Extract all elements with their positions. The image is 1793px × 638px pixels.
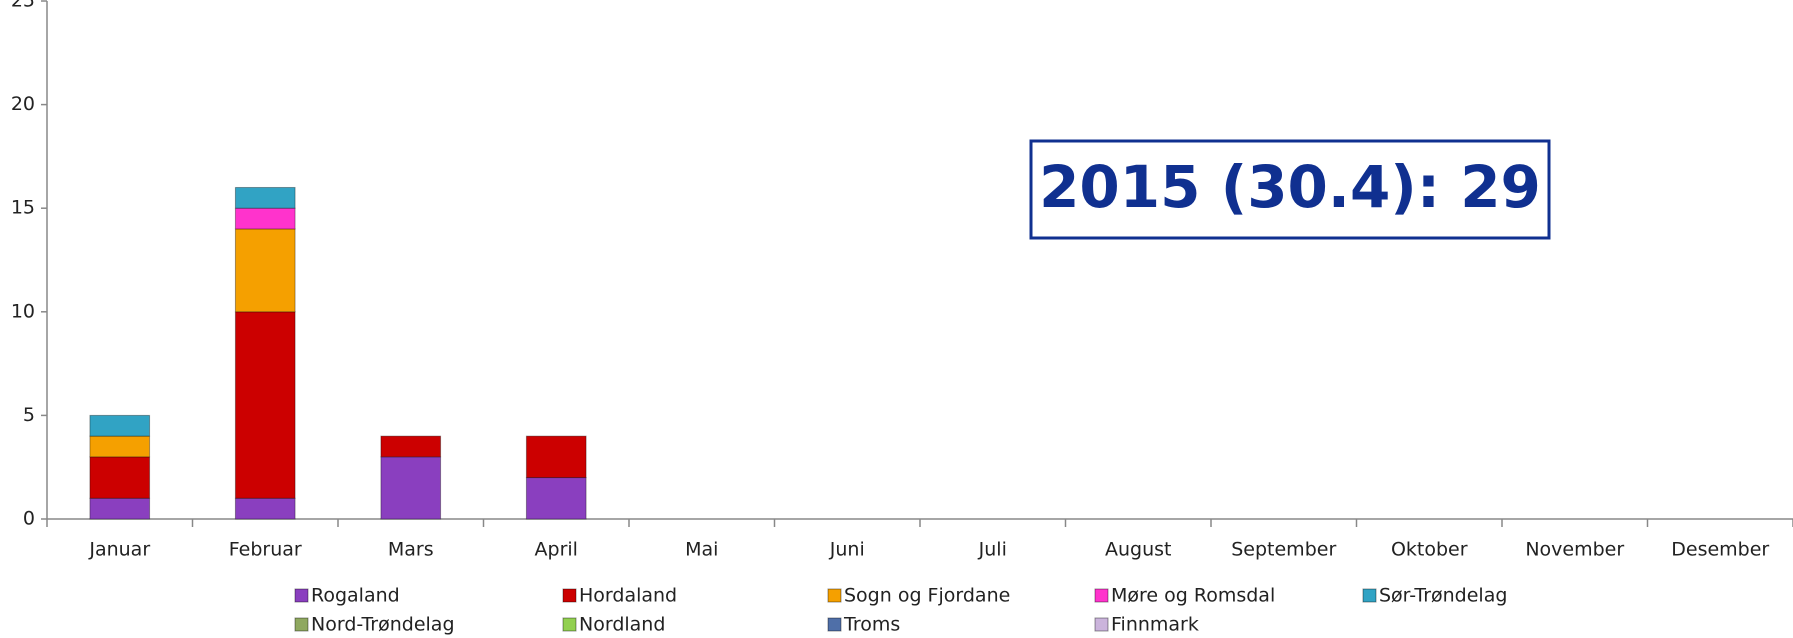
legend-swatch — [1094, 588, 1109, 603]
x-tick-label: August — [1105, 539, 1172, 561]
legend-label: Rogaland — [311, 585, 400, 607]
legend-label: Nordland — [579, 614, 665, 636]
legend-label: Sør-Trøndelag — [1379, 585, 1507, 607]
legend-swatch — [294, 588, 309, 603]
bar-segment — [525, 435, 587, 479]
legend-swatch — [562, 588, 577, 603]
bar-segment — [89, 456, 151, 499]
y-tick-label: 5 — [23, 404, 35, 426]
legend-label: Troms — [843, 614, 900, 636]
bar-segment — [380, 456, 442, 520]
y-tick-label: 25 — [11, 0, 35, 12]
annotation-box — [1029, 139, 1551, 240]
legend-label: Hordaland — [579, 585, 677, 607]
legend-swatch — [1362, 588, 1377, 603]
bar-segment — [89, 414, 151, 437]
bar-segment — [525, 477, 587, 520]
legend-label: Sogn og Fjordane — [844, 585, 1010, 607]
legend-label: Nord-Trøndelag — [311, 614, 455, 636]
x-tick-label: Juli — [978, 539, 1007, 561]
bar-segment — [234, 186, 296, 209]
x-tick-label: Juni — [829, 539, 865, 561]
x-tick-label: Mars — [388, 539, 434, 561]
x-tick-label: Januar — [88, 539, 150, 561]
bar-segment — [234, 207, 296, 230]
legend-swatch — [1094, 617, 1109, 632]
x-tick-label: November — [1525, 539, 1624, 561]
bar-segment — [234, 228, 296, 313]
x-tick-label: Februar — [229, 539, 302, 561]
x-tick-label: Desember — [1671, 539, 1769, 561]
annotation: 2015 (30.4): 29 — [1039, 153, 1541, 221]
bar-segment — [380, 435, 442, 458]
legend-label: Møre og Romsdal — [1111, 585, 1275, 607]
legend-swatch — [294, 617, 309, 632]
legend-label: Finnmark — [1111, 614, 1199, 636]
bar-segment — [89, 497, 151, 520]
y-tick-label: 10 — [11, 300, 35, 322]
y-tick-label: 20 — [11, 93, 35, 115]
legend-swatch — [562, 617, 577, 632]
y-tick-label: 15 — [11, 197, 35, 219]
x-tick-label: Mai — [685, 539, 718, 561]
bar-segment — [234, 497, 296, 520]
bar-segment — [89, 435, 151, 458]
y-tick-label: 0 — [23, 508, 35, 530]
x-tick-label: Oktober — [1391, 539, 1468, 561]
bar-segment — [234, 311, 296, 499]
legend-swatch — [827, 617, 842, 632]
x-tick-label: April — [535, 539, 578, 561]
legend-swatch — [827, 588, 842, 603]
x-tick-label: September — [1231, 539, 1336, 561]
